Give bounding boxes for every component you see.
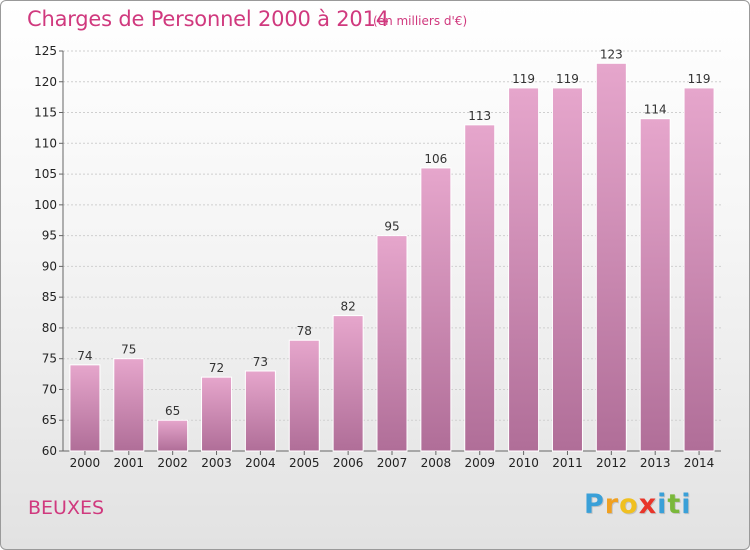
logo-letter: i: [681, 489, 692, 520]
chart-title: Charges de Personnel 2000 à 2014: [27, 7, 389, 31]
y-tick-label: 95: [42, 229, 57, 243]
proxiti-logo: Proxiti: [584, 489, 692, 520]
bar: [683, 87, 715, 452]
x-tick-label: 2008: [421, 456, 452, 470]
bar-value-label: 72: [209, 361, 224, 375]
bar-value-label: 119: [688, 72, 711, 86]
x-tick-label: 2006: [333, 456, 364, 470]
x-tick-label: 2013: [640, 456, 671, 470]
bar: [551, 87, 583, 452]
y-tick-label: 65: [42, 413, 57, 427]
y-tick-label: 125: [34, 44, 57, 58]
bar: [376, 235, 408, 452]
x-tick-label: 2014: [684, 456, 715, 470]
y-tick-label: 100: [34, 198, 57, 212]
y-tick-label: 120: [34, 75, 57, 89]
bar: [332, 315, 364, 452]
bar-value-label: 74: [77, 349, 92, 363]
bar-value-label: 106: [424, 152, 447, 166]
y-tick-label: 85: [42, 290, 57, 304]
commune-name: BEUXES: [28, 497, 105, 519]
logo-letter: t: [667, 489, 682, 520]
chart-subtitle: (en milliers d'€): [373, 14, 468, 28]
bar: [508, 87, 540, 452]
bar-value-label: 82: [340, 300, 355, 314]
bar-value-label: 119: [512, 72, 535, 86]
bar: [201, 376, 233, 452]
y-tick-label: 105: [34, 167, 57, 181]
y-tick-label: 115: [34, 106, 57, 120]
bar: [288, 339, 320, 452]
x-tick-label: 2004: [245, 456, 276, 470]
x-tick-label: 2011: [552, 456, 583, 470]
x-tick-label: 2010: [508, 456, 539, 470]
bar: [113, 358, 145, 452]
y-tick-label: 75: [42, 352, 57, 366]
bar: [244, 370, 276, 452]
x-tick-label: 2003: [201, 456, 232, 470]
x-tick-label: 2002: [157, 456, 188, 470]
y-tick-label: 90: [42, 259, 57, 273]
logo-letter: x: [638, 489, 658, 520]
x-tick-label: 2005: [289, 456, 320, 470]
bar-value-label: 75: [121, 343, 136, 357]
bar-value-label: 119: [556, 72, 579, 86]
y-tick-label: 70: [42, 382, 57, 396]
bar-value-label: 95: [384, 220, 399, 234]
bar: [69, 364, 101, 452]
logo-letter: r: [604, 489, 620, 520]
bar: [595, 62, 627, 452]
x-tick-label: 2000: [70, 456, 101, 470]
bar-value-label: 78: [297, 324, 312, 338]
bar-value-label: 113: [468, 109, 491, 123]
y-tick-label: 80: [42, 321, 57, 335]
bar-value-label: 123: [600, 47, 623, 61]
x-tick-label: 2007: [377, 456, 408, 470]
logo-letter: i: [657, 489, 668, 520]
logo-letter: P: [584, 489, 605, 520]
x-tick-label: 2009: [464, 456, 495, 470]
bar-value-label: 114: [644, 103, 667, 117]
y-tick-label: 110: [34, 136, 57, 150]
bar: [420, 167, 452, 452]
bar-value-label: 73: [253, 355, 268, 369]
bar-value-label: 65: [165, 404, 180, 418]
bar: [157, 419, 189, 452]
logo-letter: o: [619, 489, 639, 520]
bar: [639, 118, 671, 452]
bar: [464, 124, 496, 452]
x-tick-label: 2012: [596, 456, 627, 470]
y-tick-label: 60: [42, 444, 57, 458]
x-tick-label: 2001: [114, 456, 145, 470]
